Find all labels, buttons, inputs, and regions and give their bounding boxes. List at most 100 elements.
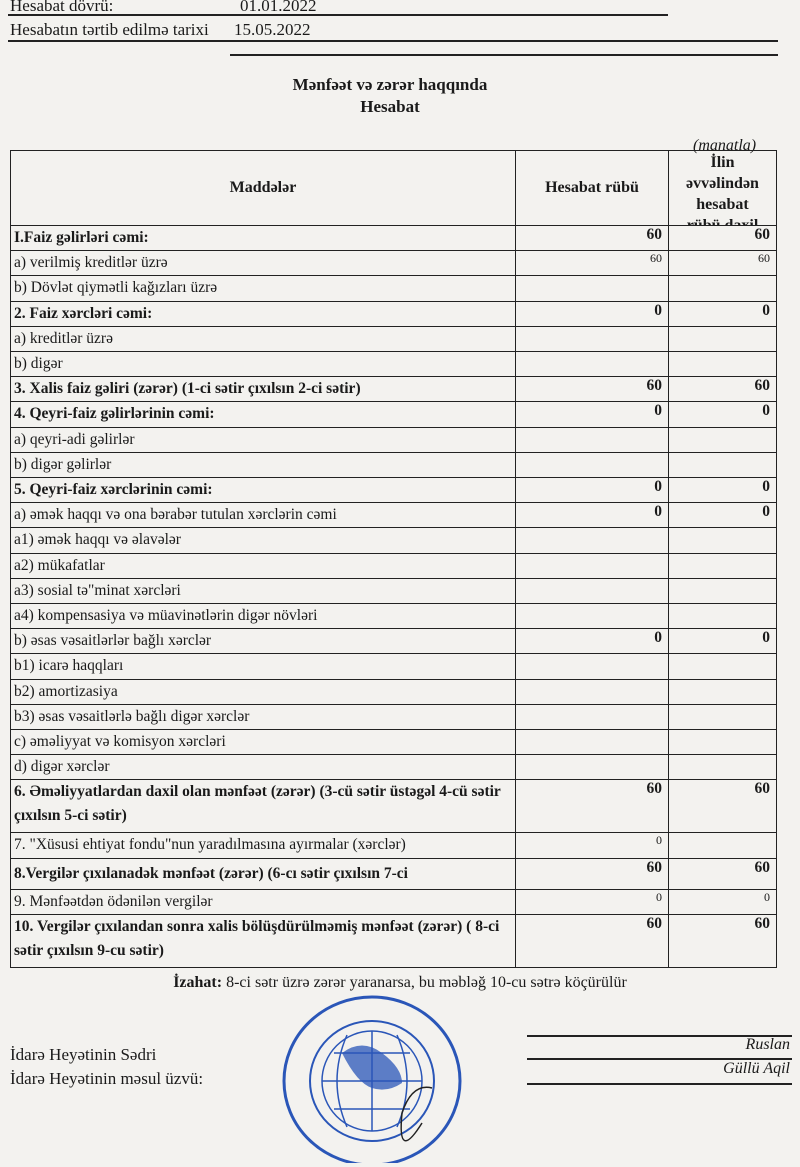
row-quarter-value — [515, 678, 669, 705]
row-label: a1) əmək haqqı və əlavələr — [10, 527, 516, 554]
member-label: İdarə Heyətinin məsul üzvü: — [10, 1069, 204, 1088]
row-ytd-value: 60 — [668, 376, 777, 403]
row-ytd-value — [668, 552, 777, 579]
row-label: a) verilmiş kreditlər üzrə — [10, 250, 516, 277]
row-label: c) əməliyyat və komisyon xərcləri — [10, 729, 516, 756]
col-header-ytd: İlin əvvəlindən hesabat rübü daxil — [668, 150, 777, 226]
table-row: b) Dövlət qiymətli kağızları üzrə — [10, 275, 777, 302]
row-label: a) kreditlər üzrə — [10, 325, 516, 353]
table-row: 7. "Xüsusi ehtiyat fondu"nun yaradılması… — [10, 832, 777, 859]
table-row: b) digər gəlirlər — [10, 451, 777, 479]
col-header-quarter: Hesabat rübü — [515, 150, 669, 226]
row-ytd-value: 0 — [668, 477, 777, 504]
row-quarter-value: 60 — [515, 250, 669, 277]
signature-line — [527, 1035, 792, 1037]
row-ytd-value — [668, 426, 777, 453]
row-ytd-value: 60 — [668, 913, 777, 968]
row-quarter-value — [515, 325, 669, 353]
row-label: a) əmək haqqı və ona bərabər tutulan xər… — [10, 502, 516, 529]
row-quarter-value — [515, 451, 669, 479]
profit-loss-table: Maddələr Hesabat rübü İlin əvvəlindən he… — [10, 150, 777, 968]
signature-line — [527, 1083, 792, 1085]
divider — [230, 54, 778, 56]
row-label: b3) əsas vəsaitlərlə bağlı digər xərclər — [10, 703, 516, 731]
row-ytd-value: 60 — [668, 224, 777, 252]
row-label: 4. Qeyri-faiz gəlirlərinin cəmi: — [10, 401, 516, 428]
table-row: a) qeyri-adi gəlirlər — [10, 426, 777, 453]
table-row: c) əməliyyat və komisyon xərcləri — [10, 729, 777, 756]
table-row: a) verilmiş kreditlər üzrə 60 60 — [10, 250, 777, 277]
table-row: a3) sosial tə"minat xərcləri — [10, 577, 777, 605]
row-ytd-value — [668, 527, 777, 554]
table-row: a) əmək haqqı və ona bərabər tutulan xər… — [10, 502, 777, 529]
row-label: d) digər xərclər — [10, 754, 516, 781]
row-quarter-value: 0 — [515, 477, 669, 504]
row-quarter-value: 0 — [515, 628, 669, 655]
row-quarter-value — [515, 351, 669, 378]
row-ytd-value: 0 — [668, 888, 777, 915]
row-label: 10. Vergilər çıxılandan sonra xalis bölü… — [10, 913, 516, 968]
row-quarter-value — [515, 527, 669, 554]
row-label: 3. Xalis faiz gəliri (zərər) (1-ci sətir… — [10, 376, 516, 403]
row-ytd-value — [668, 603, 777, 630]
row-ytd-value: 60 — [668, 250, 777, 277]
report-title: Mənfəət və zərər haqqında — [292, 75, 488, 94]
row-quarter-value: 0 — [515, 300, 669, 327]
row-ytd-value — [668, 275, 777, 302]
row-quarter-value — [515, 426, 669, 453]
row-label: a) qeyri-adi gəlirlər — [10, 426, 516, 453]
table-row: 5. Qeyri-faiz xərclərinin cəmi: 0 0 — [10, 477, 777, 504]
row-label: 7. "Xüsusi ehtiyat fondu"nun yaradılması… — [10, 832, 516, 859]
row-ytd-value: 0 — [668, 628, 777, 655]
table-row: b1) icarə haqqları — [10, 653, 777, 680]
row-ytd-value — [668, 451, 777, 479]
row-quarter-value: 0 — [515, 401, 669, 428]
row-label: b) digər — [10, 351, 516, 378]
period-value: 01.01.2022 — [240, 0, 317, 15]
note-label: İzahat: — [173, 974, 223, 991]
table-row: 10. Vergilər çıxılandan sonra xalis bölü… — [10, 913, 777, 968]
unit-label: (manatla) — [693, 137, 757, 154]
row-quarter-value — [515, 754, 669, 781]
row-quarter-value: 0 — [515, 502, 669, 529]
table-row: b) əsas vəsaitlərlər bağlı xərclər 0 0 — [10, 628, 777, 655]
table-row: 9. Mənfəətdən ödənilən vergilər 0 0 — [10, 888, 777, 915]
row-quarter-value — [515, 603, 669, 630]
company-stamp — [282, 995, 462, 1163]
row-label: a4) kompensasiya və müavinətlərin digər … — [10, 603, 516, 630]
row-ytd-value — [668, 832, 777, 859]
table-row: 3. Xalis faiz gəliri (zərər) (1-ci sətir… — [10, 376, 777, 403]
row-label: b2) amortizasiya — [10, 678, 516, 705]
row-label: a3) sosial tə"minat xərcləri — [10, 577, 516, 605]
row-label: b) Dövlət qiymətli kağızları üzrə — [10, 275, 516, 302]
row-ytd-value — [668, 653, 777, 680]
row-ytd-value — [668, 754, 777, 781]
row-quarter-value — [515, 703, 669, 731]
row-quarter-value: 60 — [515, 857, 669, 890]
row-label: b) digər gəlirlər — [10, 451, 516, 479]
row-ytd-value: 60 — [668, 857, 777, 890]
row-quarter-value — [515, 577, 669, 605]
table-row: 8.Vergilər çıxılanadək mənfəət (zərər) (… — [10, 857, 777, 890]
row-ytd-value — [668, 325, 777, 353]
table-row: a1) əmək haqqı və əlavələr — [10, 527, 777, 554]
row-quarter-value: 60 — [515, 779, 669, 834]
table-row: b3) əsas vəsaitlərlə bağlı digər xərclər — [10, 703, 777, 731]
row-quarter-value — [515, 552, 669, 579]
period-label: Hesabat dövrü: — [10, 0, 114, 15]
row-ytd-value — [668, 703, 777, 731]
row-quarter-value: 0 — [515, 888, 669, 915]
signature-line — [527, 1058, 792, 1060]
row-quarter-value — [515, 653, 669, 680]
table-row: a) kreditlər üzrə — [10, 325, 777, 353]
row-quarter-value: 60 — [515, 913, 669, 968]
row-label: 8.Vergilər çıxılanadək mənfəət (zərər) (… — [10, 857, 516, 890]
row-ytd-value — [668, 351, 777, 378]
col-header-ytd-line: əvvəlindən — [686, 175, 759, 192]
table-row: b2) amortizasiya — [10, 678, 777, 705]
row-label: b1) icarə haqqları — [10, 653, 516, 680]
signature-scribble — [400, 1086, 433, 1142]
row-label: 9. Mənfəətdən ödənilən vergilər — [10, 888, 516, 915]
table-row: 4. Qeyri-faiz gəlirlərinin cəmi: 0 0 — [10, 401, 777, 428]
row-label: b) əsas vəsaitlərlər bağlı xərclər — [10, 628, 516, 655]
